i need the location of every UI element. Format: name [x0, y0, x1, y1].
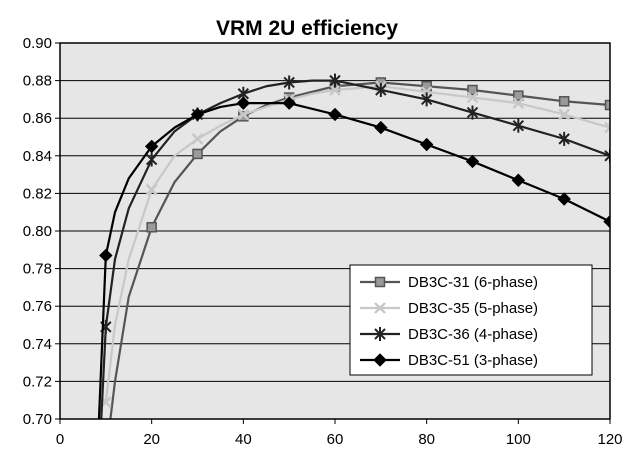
legend-label: DB3C-31 (6-phase)	[408, 274, 538, 291]
legend-item: DB3C-36 (4-phase)	[360, 326, 538, 343]
data-point	[466, 91, 479, 104]
data-point	[329, 84, 341, 96]
data-point	[144, 139, 159, 154]
legend-label: DB3C-51 (3-phase)	[408, 352, 538, 369]
y-tick-label: 0.84	[23, 148, 52, 165]
data-point	[513, 90, 524, 101]
x-tick-label: 60	[327, 431, 344, 448]
data-point	[146, 221, 157, 233]
data-point	[420, 92, 433, 107]
data-point	[190, 107, 205, 122]
series-line	[109, 81, 610, 419]
legend-marker	[374, 327, 386, 341]
data-point	[237, 108, 250, 121]
y-tick-label: 0.72	[23, 373, 52, 390]
x-tick-label: 0	[56, 431, 64, 448]
data-point	[283, 75, 295, 90]
data-point	[512, 97, 525, 110]
data-point	[467, 84, 478, 96]
data-point	[282, 96, 296, 110]
data-point	[603, 214, 610, 229]
y-tick-label: 0.70	[23, 411, 52, 428]
legend-item: DB3C-35 (5-phase)	[360, 300, 538, 317]
data-point	[558, 108, 571, 121]
y-tick-label: 0.80	[23, 223, 52, 240]
x-tick-label: 100	[506, 431, 531, 448]
x-tick-label: 80	[418, 431, 435, 448]
data-point	[145, 183, 158, 196]
data-point	[466, 105, 479, 120]
legend-marker	[373, 353, 387, 367]
data-point	[375, 83, 387, 97]
data-point	[558, 131, 570, 146]
data-point	[604, 121, 610, 134]
legend-box	[349, 264, 593, 376]
data-point	[145, 152, 158, 167]
data-point	[329, 73, 341, 88]
data-point	[419, 137, 434, 152]
x-axis-ticks: 0 20 40 60 80 100 120	[56, 419, 623, 448]
chart-title: VRM 2U efficiency	[216, 17, 398, 40]
series-4	[97, 96, 610, 419]
data-point	[328, 107, 342, 122]
y-tick-label: 0.86	[23, 110, 52, 127]
data-point	[192, 148, 203, 160]
y-tick-label: 0.82	[23, 185, 52, 202]
data-point	[191, 132, 204, 145]
y-tick-label: 0.76	[23, 298, 52, 315]
x-tick-label: 40	[235, 431, 252, 448]
data-point	[604, 148, 610, 163]
data-point	[236, 96, 251, 110]
data-point	[512, 118, 525, 133]
data-point	[511, 173, 526, 187]
legend-item: DB3C-51 (3-phase)	[360, 352, 538, 369]
data-point	[604, 99, 610, 111]
data-point	[558, 96, 570, 107]
legend-marker	[374, 276, 386, 288]
y-tick-label: 0.78	[23, 261, 52, 278]
y-tick-label: 0.88	[23, 73, 52, 90]
data-point	[557, 192, 571, 206]
data-point	[465, 154, 480, 169]
legend-label: DB3C-36 (4-phase)	[408, 326, 538, 343]
series-layer	[97, 73, 610, 419]
legend-label: DB3C-35 (5-phase)	[408, 300, 538, 317]
y-tick-label: 0.74	[23, 336, 52, 353]
legend-marker	[374, 302, 386, 314]
y-axis-ticks: 0.70 0.72 0.74 0.76 0.78 0.80 0.82 0.84 0.86 0.88…	[23, 35, 60, 428]
x-tick-label: 120	[597, 431, 622, 448]
legend: DB3C-31 (6-phase) DB3C-35 (5-phase) DB3C-3…	[349, 264, 593, 376]
legend-item: DB3C-31 (6-phase)	[360, 274, 538, 291]
x-tick-label: 20	[143, 431, 160, 448]
data-point	[374, 120, 388, 135]
data-point	[99, 248, 113, 263]
y-tick-label: 0.90	[23, 35, 52, 52]
